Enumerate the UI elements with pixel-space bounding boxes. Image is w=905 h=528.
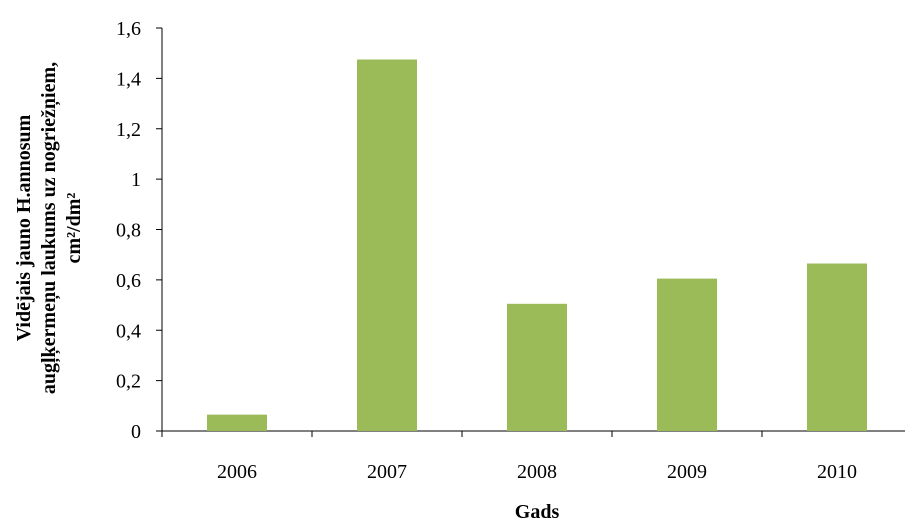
y-tick-label: 1,6 [116,18,141,40]
x-tick-label: 2007 [367,461,407,483]
x-tick-label: 2009 [667,461,707,483]
y-tick-label: 1 [131,169,141,191]
bar-2007 [357,59,417,431]
y-axis-title: Vidējais jauno H.annosum augļķermeņu lau… [13,62,85,394]
x-axis-title: Gads [515,501,560,523]
bar-2006 [207,414,267,431]
y-axis-title-line-2: augļķermeņu laukums uz nogriežņiem, [38,62,61,394]
plot-area: 0 0,2 0,4 0,6 0,8 1 1,2 1,4 1,6 2006 2007 2008 2009 2… [116,18,905,483]
y-axis-title-line-1: Vidējais jauno H.annosum [13,114,35,341]
y-axis-title-line-3: cm²/dm² [63,193,85,264]
y-tick-label: 1,2 [116,119,141,141]
bar-2009 [657,278,717,431]
x-tick-label: 2010 [817,461,857,483]
bar-2010 [807,263,867,431]
y-tick-label: 0,6 [116,270,141,292]
y-tick-label: 0,8 [116,220,141,242]
bar-2008 [507,303,567,431]
y-tick-label: 1,4 [116,68,141,90]
y-tick-label: 0,2 [116,371,141,393]
x-tick-label: 2006 [217,461,257,483]
y-tick-label: 0,4 [116,320,141,342]
y-tick-label: 0 [131,421,141,443]
x-tick-label: 2008 [517,461,557,483]
